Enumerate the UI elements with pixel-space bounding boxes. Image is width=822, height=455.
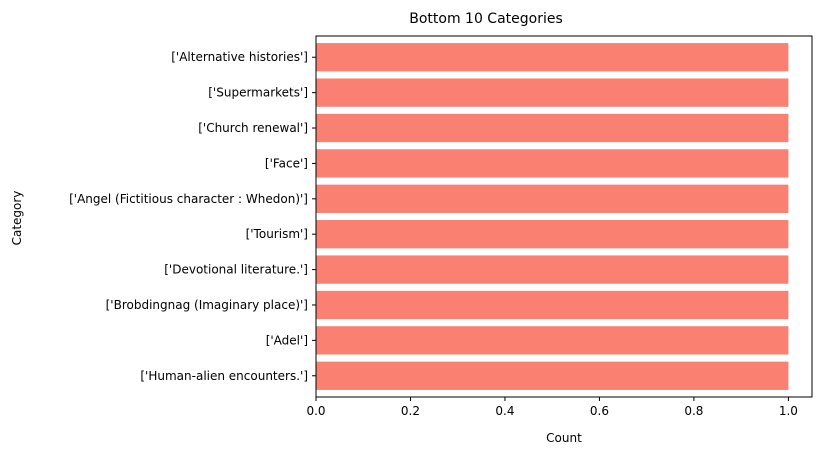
x-tick-label: 0.6 (590, 404, 609, 418)
bar (316, 290, 789, 320)
bar (316, 361, 789, 390)
bar (316, 78, 789, 107)
x-tick-label: 0.8 (684, 404, 703, 418)
bar (316, 220, 789, 249)
bar (316, 255, 789, 284)
y-tick-label: ['Supermarkets'] (208, 86, 308, 100)
y-tick-label: ['Face'] (265, 156, 308, 170)
plot-frame (315, 35, 813, 398)
chart-title: Bottom 10 Categories (409, 11, 563, 27)
bar (316, 184, 789, 213)
y-tick-label: ['Brobdingnag (Imaginary place)'] (106, 298, 308, 312)
x-tick-label: 0.0 (306, 404, 325, 418)
bars-group (316, 43, 789, 390)
y-tick-label: ['Angel (Fictitious character : Whedon)'… (69, 192, 308, 206)
y-tick-label: ['Tourism'] (246, 227, 308, 241)
y-tick-label: ['Alternative histories'] (171, 50, 308, 64)
y-tick-label: ['Church renewal'] (198, 121, 308, 135)
y-tick-label: ['Human-alien encounters.'] (140, 369, 308, 383)
bar (316, 113, 789, 143)
y-tick-label: ['Adel'] (266, 333, 308, 347)
x-tick-label: 0.4 (495, 404, 514, 418)
y-axis-ticks: ['Alternative histories'] ['Supermarkets'… (69, 50, 316, 383)
x-tick-label: 1.0 (779, 404, 798, 418)
bar (316, 326, 789, 355)
x-axis-ticks: 0.0 0.2 0.4 0.6 0.8 1.0 (306, 397, 798, 418)
bar (316, 149, 789, 178)
x-axis-label: Count (546, 431, 582, 445)
y-axis-label: Category (10, 191, 24, 246)
x-tick-label: 0.2 (401, 404, 420, 418)
bar (316, 43, 789, 72)
y-tick-label: ['Devotional literature.'] (164, 263, 308, 277)
